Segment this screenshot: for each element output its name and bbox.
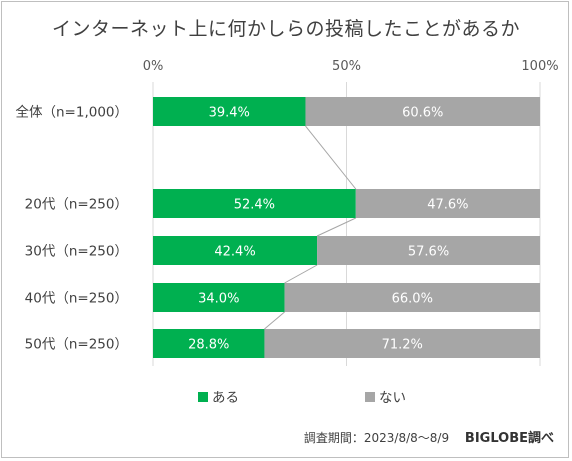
bar-no bbox=[355, 189, 540, 218]
value-label-yes: 28.8% bbox=[188, 338, 229, 353]
connector-line bbox=[316, 217, 356, 237]
connector-line bbox=[264, 311, 285, 330]
value-label-yes: 42.4% bbox=[214, 245, 255, 260]
connector-line bbox=[284, 264, 318, 284]
category-label: 20代（n=250） bbox=[25, 197, 128, 213]
x-tick-label: 50% bbox=[332, 59, 361, 74]
brand-label: BIGLOBE調べ bbox=[464, 431, 554, 446]
bar-yes bbox=[153, 97, 306, 126]
connector-line bbox=[305, 125, 357, 190]
value-label-yes: 39.4% bbox=[209, 106, 250, 121]
category-label: 全体（n=1,000） bbox=[15, 104, 128, 121]
value-label-no: 57.6% bbox=[408, 245, 449, 260]
bar-no bbox=[317, 236, 540, 265]
legend-label-yes: ある bbox=[212, 390, 239, 406]
x-tick-label: 0% bbox=[143, 59, 164, 74]
value-label-no: 60.6% bbox=[402, 106, 443, 121]
chart-title: インターネット上に何かしらの投稿したことがあるか bbox=[51, 18, 520, 40]
category-label: 30代（n=250） bbox=[25, 244, 128, 260]
value-label-yes: 34.0% bbox=[198, 292, 239, 307]
legend-swatch-yes bbox=[198, 392, 208, 402]
bar-yes bbox=[153, 189, 356, 218]
category-label: 40代（n=250） bbox=[25, 291, 128, 307]
bar-yes bbox=[153, 236, 318, 265]
survey-period: 調査期間：2023/8/8～8/9 bbox=[303, 431, 450, 445]
legend-swatch-no bbox=[365, 392, 375, 402]
bar-yes bbox=[153, 329, 265, 358]
bar-no bbox=[305, 97, 540, 126]
bar-yes bbox=[153, 283, 285, 312]
value-label-no: 47.6% bbox=[427, 198, 468, 213]
value-label-no: 71.2% bbox=[382, 338, 423, 353]
x-tick-label: 100% bbox=[521, 59, 558, 74]
source-note: 調査期間：2023/8/8～8/9 BIGLOBE調べ bbox=[304, 427, 554, 446]
legend-label-no: ない bbox=[379, 390, 406, 406]
bar-no bbox=[264, 329, 540, 358]
category-label: 50代（n=250） bbox=[25, 337, 128, 353]
value-label-no: 66.0% bbox=[392, 292, 433, 307]
bar-no bbox=[284, 283, 540, 312]
value-label-yes: 52.4% bbox=[234, 198, 275, 213]
